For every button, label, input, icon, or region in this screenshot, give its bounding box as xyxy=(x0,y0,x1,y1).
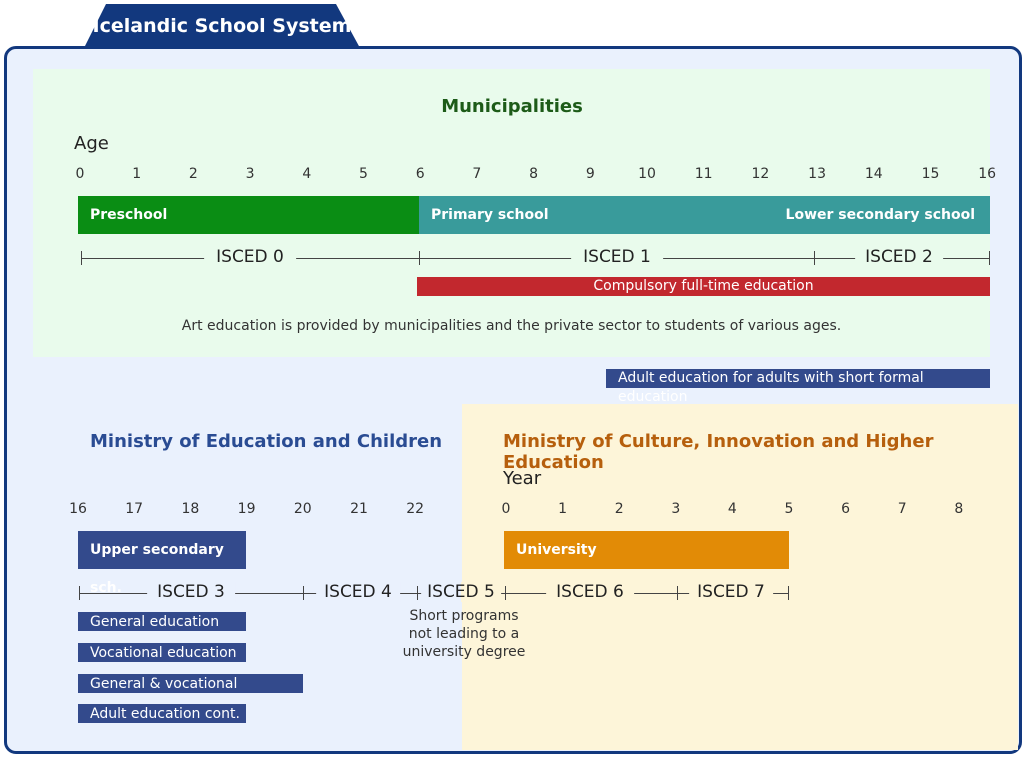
age-tick-label: 3 xyxy=(245,166,255,182)
isced-5-note-line: university degree xyxy=(402,644,526,660)
year-tick-label: 2 xyxy=(614,501,624,517)
isced-5-note-line: Short programs xyxy=(409,608,519,624)
track-general-education: General education xyxy=(78,612,246,631)
age-tick-label: 8 xyxy=(529,166,539,182)
age-tick-label: 18 xyxy=(181,501,200,517)
year-tick-label: 8 xyxy=(954,501,964,517)
year-tick-label: 1 xyxy=(558,501,568,517)
age-tick-label: 11 xyxy=(694,166,713,182)
age-tick-label: 14 xyxy=(864,166,883,182)
preschool-bar: Preschool xyxy=(78,196,419,234)
age-tick-label: 16 xyxy=(978,166,997,182)
lower-secondary-label: Lower secondary school xyxy=(785,207,975,223)
isced-tick xyxy=(788,586,789,600)
age-tick-label: 10 xyxy=(638,166,656,182)
age-tick-label: 17 xyxy=(125,501,144,517)
age-tick-label: 0 xyxy=(75,166,85,182)
isced-tick xyxy=(417,586,418,600)
isced-tick xyxy=(419,251,420,265)
age-tick-label: 5 xyxy=(359,166,368,182)
page-title: Icelandic School System xyxy=(92,15,352,37)
isced-tick xyxy=(677,586,678,600)
isced-5-label: ISCED 5 xyxy=(421,582,501,602)
age-tick-label: 21 xyxy=(350,501,368,517)
year-tick-label: 7 xyxy=(897,501,907,517)
age-tick-label: 20 xyxy=(293,501,312,517)
isced-4-label: ISCED 4 xyxy=(316,582,400,602)
age-tick-label: 4 xyxy=(302,166,312,182)
year-tick-label: 3 xyxy=(671,501,681,517)
isced-6-label: ISCED 6 xyxy=(546,582,634,602)
isced-tick xyxy=(79,586,80,600)
isced-line-top xyxy=(81,258,990,259)
year-tick-label: 6 xyxy=(841,501,851,517)
age-tick-label: 13 xyxy=(808,166,827,182)
age-tick-label: 7 xyxy=(472,166,482,182)
isced-3-label: ISCED 3 xyxy=(147,582,235,602)
isced-2-label: ISCED 2 xyxy=(855,247,943,267)
age-tick-label: 2 xyxy=(188,166,198,182)
isced-5-note: Short programs not leading to a universi… xyxy=(396,607,532,661)
age-tick-label: 22 xyxy=(406,501,425,517)
isced-5-note-line: not leading to a xyxy=(408,626,520,642)
university-bar: University xyxy=(504,531,789,569)
track-general-and-vocational: General & vocational xyxy=(78,674,303,693)
age-tick-label: 15 xyxy=(921,166,940,182)
ministry-culture-heading: Ministry of Culture, Innovation and High… xyxy=(503,431,934,473)
adult-education-bar: Adult education for adults with short fo… xyxy=(606,369,990,405)
age-tick-label: 9 xyxy=(585,166,595,182)
title-tab xyxy=(84,4,360,48)
isced-tick xyxy=(989,251,990,265)
track-vocational-education: Vocational education xyxy=(78,643,246,662)
isced-7-label: ISCED 7 xyxy=(689,582,773,602)
isced-1-label: ISCED 1 xyxy=(571,247,663,267)
age-tick-label: 16 xyxy=(69,501,87,517)
isced-tick xyxy=(81,251,82,265)
year-label: Year xyxy=(503,468,542,489)
age-tick-label: 6 xyxy=(415,166,425,182)
compulsory-education-bar: Compulsory full-time education xyxy=(417,277,990,296)
municipalities-heading: Municipalities xyxy=(441,96,583,117)
upper-secondary-bar: Upper secondary sch. xyxy=(78,531,246,596)
year-tick-label: 4 xyxy=(727,501,737,517)
year-tick-label: 5 xyxy=(784,501,794,517)
year-tick-label: 0 xyxy=(501,501,511,517)
age-tick-label: 12 xyxy=(751,166,770,182)
age-tick-label: 1 xyxy=(132,166,142,182)
age-label: Age xyxy=(74,133,109,154)
art-education-note: Art education is provided by municipalit… xyxy=(181,318,842,334)
primary-school-bar: Primary school xyxy=(419,196,990,234)
higher-education-panel xyxy=(462,404,1018,750)
age-tick-label: 19 xyxy=(237,501,256,517)
primary-school-label: Primary school xyxy=(431,207,549,223)
ministry-education-heading: Ministry of Education and Children xyxy=(90,431,443,452)
isced-0-label: ISCED 0 xyxy=(204,247,296,267)
isced-tick xyxy=(505,586,506,600)
isced-tick xyxy=(814,251,815,265)
track-adult-education-cont: Adult education cont. xyxy=(78,704,246,723)
isced-tick xyxy=(303,586,304,600)
